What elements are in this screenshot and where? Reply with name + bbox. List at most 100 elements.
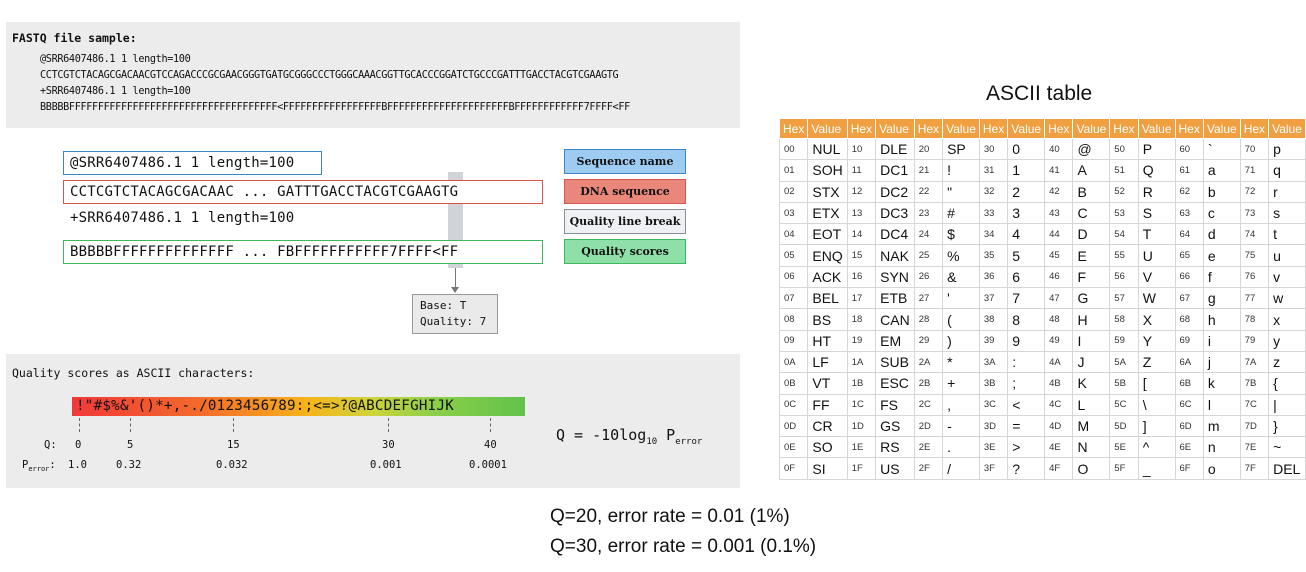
ascii-hex-cell: 7C: [1239, 393, 1270, 416]
ascii-table-row: 0B VT 1B ESC 2B +3B; 4B K 5B[6B k 7B{: [778, 372, 1306, 395]
ascii-value-cell: I: [1072, 329, 1111, 352]
ascii-table-row: 07 BEL 17 ETB 27 ' 37 7 47 G 57 W 67 g 77 w: [778, 287, 1306, 310]
phred-formula: Q = -10log10 Perror: [556, 426, 703, 447]
legend-quality-scores: Quality scores: [564, 239, 686, 264]
ascii-value-cell: &: [942, 265, 980, 289]
ascii-hex-cell: 2E: [913, 436, 944, 459]
ascii-value-cell: y: [1268, 329, 1306, 352]
ascii-hex-cell: 23: [913, 201, 944, 225]
ascii-hex-cell: 36: [978, 265, 1009, 289]
ascii-header-value: Value: [1202, 118, 1241, 139]
ascii-hex-cell: 27: [913, 287, 944, 310]
ascii-hex-cell: 02: [778, 180, 809, 203]
ascii-table-row: 06 ACK 16 SYN 26 & 36 6 46 F 56 V 66 f 76 v: [778, 265, 1306, 289]
ascii-value-cell: O: [1072, 457, 1111, 480]
ascii-value-cell: SYN: [875, 265, 915, 289]
ascii-value-cell: <: [1007, 393, 1046, 416]
ascii-value-cell: BEL: [807, 287, 848, 310]
ascii-value-cell: STX: [807, 180, 848, 203]
ascii-header-value: Value: [1007, 118, 1046, 139]
legend-dna-sequence: DNA sequence: [564, 179, 686, 204]
ascii-value-cell: V: [1137, 265, 1176, 289]
ascii-value-cell: J: [1072, 350, 1111, 374]
ascii-hex-cell: 25: [913, 244, 944, 267]
ascii-value-cell: 6: [1007, 265, 1046, 289]
ascii-value-cell: US: [875, 457, 915, 480]
ascii-hex-cell: 3A: [978, 350, 1009, 374]
ascii-value-cell: DC3: [875, 201, 915, 225]
ascii-value-cell: T: [1137, 223, 1176, 246]
ascii-value-cell: E: [1072, 244, 1111, 267]
ascii-value-cell: SOH: [807, 159, 848, 182]
ascii-table-body: 00 NUL 10 DLE 20 SP 30 0 40 @50 P 60 ` 70 p 01 SOH 11 DC1 2…: [778, 137, 1306, 480]
ascii-value-cell: U: [1137, 244, 1176, 267]
ascii-value-cell: ^: [1137, 436, 1176, 459]
ascii-table-row: 09 HT 19 EM 29) 39 9 49 I 59 Y 69 i 79 y: [778, 329, 1306, 352]
ascii-value-cell: 3: [1007, 201, 1046, 225]
q-value-15: 15: [227, 439, 240, 451]
ascii-value-cell: !: [942, 159, 980, 182]
fastq-line-1: @SRR6407486.1 1 length=100: [40, 54, 191, 65]
fastq-line-3: +SRR6407486.1 1 length=100: [40, 86, 191, 97]
callout-base: Base: T: [420, 299, 467, 312]
fastq-panel-title: FASTQ file sample:: [12, 31, 137, 45]
ascii-hex-cell: 06: [778, 265, 809, 289]
ascii-hex-cell: 61: [1174, 159, 1204, 182]
ascii-hex-cell: 72: [1239, 180, 1270, 203]
ascii-value-cell: (: [942, 308, 980, 331]
ascii-value-cell: 5: [1007, 244, 1046, 267]
ascii-value-cell: VT: [807, 372, 848, 395]
ascii-value-cell: S: [1137, 201, 1176, 225]
ascii-value-cell: %: [942, 244, 980, 267]
ascii-value-cell: CAN: [875, 308, 915, 331]
quality-scores-line: BBBBBFFFFFFFFFFFFFF ... FBFFFFFFFFFFF7FF…: [63, 240, 543, 264]
base-callout: Base: T Quality: 7: [412, 294, 498, 334]
ascii-hex-cell: 37: [978, 287, 1009, 310]
ascii-value-cell: #: [942, 201, 980, 225]
ascii-value-cell: =: [1007, 414, 1046, 438]
ascii-hex-cell: 16: [846, 265, 877, 289]
ascii-value-cell: EOT: [807, 223, 848, 246]
ascii-hex-cell: 41: [1044, 159, 1074, 182]
ascii-table-row: 04 EOT 14 DC4 24 $34 4 44 D 54 T 64 d 74 t: [778, 223, 1306, 246]
ascii-hex-cell: 5B: [1109, 372, 1139, 395]
ascii-value-cell: 7: [1007, 287, 1046, 310]
ascii-value-cell: C: [1072, 201, 1111, 225]
ascii-hex-cell: 33: [978, 201, 1009, 225]
ascii-value-cell: b: [1202, 180, 1241, 203]
ascii-value-cell: SO: [807, 436, 848, 459]
ascii-hex-cell: 5D: [1109, 414, 1139, 438]
ascii-value-cell: -: [942, 414, 980, 438]
ascii-hex-cell: 55: [1109, 244, 1139, 267]
ascii-hex-cell: 6C: [1174, 393, 1204, 416]
ascii-value-cell: `: [1202, 137, 1241, 161]
ascii-hex-cell: 53: [1109, 201, 1139, 225]
ascii-hex-cell: 18: [846, 308, 877, 331]
note-q30: Q=30, error rate = 0.001 (0.1%): [550, 536, 817, 557]
ascii-hex-cell: 0D: [778, 414, 809, 438]
ascii-hex-cell: 38: [978, 308, 1009, 331]
ascii-hex-cell: 3D: [978, 414, 1009, 438]
ascii-value-cell: *: [942, 350, 980, 374]
ascii-header-hex: Hex: [1239, 118, 1270, 139]
ascii-header-hex: Hex: [1109, 118, 1139, 139]
ascii-table-row: 03 ETX 13 DC3 23 #33 3 43 C 53 S 63 c 73 s: [778, 201, 1306, 225]
ascii-value-cell: m: [1202, 414, 1241, 438]
ascii-hex-cell: 2C: [913, 393, 944, 416]
ascii-hex-cell: 70: [1239, 137, 1270, 161]
ascii-value-cell: G: [1072, 287, 1111, 310]
ascii-hex-cell: 0A: [778, 350, 809, 374]
perror-row-label: Perror:: [22, 459, 56, 474]
ascii-table-row: 00 NUL 10 DLE 20 SP 30 0 40 @50 P 60 ` 70 p: [778, 137, 1306, 161]
ascii-hex-cell: 64: [1174, 223, 1204, 246]
ascii-hex-cell: 1D: [846, 414, 877, 438]
ascii-hex-cell: 56: [1109, 265, 1139, 289]
ascii-value-cell: D: [1072, 223, 1111, 246]
fastq-line-2: CCTCGTCTACAGCGACAACGTCCAGACCCGCGAACGGGTG…: [40, 70, 619, 81]
perror-value-30: 0.001: [370, 459, 402, 471]
ascii-value-cell: GS: [875, 414, 915, 438]
ascii-value-cell: ": [942, 180, 980, 203]
ascii-hex-cell: 7B: [1239, 372, 1270, 395]
ascii-hex-cell: 12: [846, 180, 877, 203]
ascii-value-cell: DC2: [875, 180, 915, 203]
